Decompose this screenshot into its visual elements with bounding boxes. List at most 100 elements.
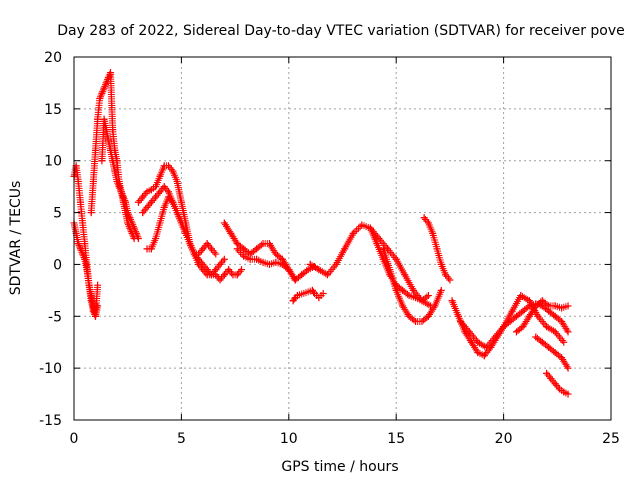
data-point	[412, 294, 420, 302]
data-point	[107, 146, 115, 154]
data-point	[564, 328, 572, 336]
data-point	[107, 69, 115, 77]
interp-marker	[79, 252, 87, 260]
data-point	[190, 250, 198, 258]
data-point	[285, 266, 293, 274]
data-point	[564, 364, 572, 372]
interp-marker	[257, 241, 265, 249]
data-point	[465, 328, 473, 336]
x-axis-label: GPS time / hours	[281, 459, 398, 475]
interp-marker	[322, 270, 330, 278]
data-point	[152, 193, 160, 201]
data-point	[375, 235, 383, 242]
data-point	[424, 292, 432, 300]
data-point	[233, 245, 241, 253]
data-point	[291, 276, 299, 284]
interp-marker	[353, 226, 361, 234]
data-point	[156, 219, 164, 227]
series-track-q	[512, 297, 572, 336]
data-point	[551, 302, 559, 310]
interp-marker	[325, 269, 333, 277]
data-point	[76, 198, 84, 206]
data-point	[134, 198, 142, 206]
data-point	[543, 323, 551, 331]
data-point	[246, 255, 254, 263]
data-point	[173, 177, 181, 185]
interp-marker	[328, 266, 336, 274]
data-point	[532, 302, 540, 310]
plot-frame	[73, 56, 612, 421]
series-track-m	[379, 245, 445, 325]
interp-marker	[129, 233, 137, 241]
data-point	[519, 307, 527, 315]
data-point	[412, 317, 420, 325]
data-point	[491, 333, 499, 341]
data-point	[272, 258, 280, 266]
interp-marker	[114, 179, 122, 187]
interp-marker	[303, 267, 311, 275]
y-tick-label: 5	[53, 206, 62, 222]
y-tick-label: 0	[53, 257, 62, 273]
data-point	[519, 323, 527, 331]
interp-marker	[101, 82, 109, 90]
data-point	[122, 209, 130, 217]
series-track-r	[532, 333, 572, 372]
data-point	[165, 193, 173, 201]
data-point	[253, 245, 261, 253]
y-tick-label: -15	[39, 413, 62, 429]
interp-marker	[351, 228, 359, 236]
data-point	[113, 177, 121, 185]
data-point	[94, 115, 102, 123]
interp-marker	[129, 231, 137, 239]
data-point	[124, 219, 132, 227]
data-point	[160, 183, 168, 191]
data-point	[401, 271, 409, 279]
interp-marker	[125, 222, 133, 230]
series-track-b	[70, 219, 102, 320]
interp-marker	[236, 249, 244, 257]
grid-lines	[74, 57, 611, 420]
data-point	[238, 266, 246, 274]
data-point	[424, 219, 432, 227]
interp-marker	[563, 326, 571, 334]
data-point	[85, 281, 93, 289]
data-point	[165, 162, 173, 170]
data-point	[81, 240, 89, 248]
data-point	[332, 260, 340, 268]
data-point	[147, 186, 155, 194]
data-point	[212, 250, 220, 258]
data-point	[91, 312, 99, 320]
data-point	[94, 281, 102, 289]
data-point	[91, 146, 99, 154]
interp-marker	[290, 274, 298, 282]
interp-marker	[423, 293, 431, 301]
data-point	[560, 338, 568, 346]
x-tick-label: 5	[177, 431, 186, 447]
data-point	[480, 352, 488, 360]
interp-marker	[80, 254, 88, 262]
data-point	[169, 167, 177, 175]
data-point	[474, 338, 482, 346]
data-point	[399, 286, 407, 294]
data-point	[139, 209, 147, 217]
data-point	[100, 84, 108, 92]
interp-marker	[391, 254, 399, 262]
data-point	[379, 245, 387, 253]
data-point	[538, 297, 546, 305]
data-point	[341, 245, 349, 253]
data-point	[319, 289, 327, 297]
y-tick-label: -5	[48, 309, 62, 325]
data-point	[366, 224, 374, 232]
interp-marker	[464, 326, 472, 334]
axis-ticks: 0 5 10 15 20 25 -15 -10 -5 0 5 10 15 20	[39, 50, 620, 447]
data-point	[558, 354, 566, 362]
data-point	[240, 245, 248, 253]
data-point	[186, 240, 194, 248]
interp-marker	[388, 250, 396, 258]
interp-marker	[99, 88, 107, 96]
data-point	[418, 317, 426, 325]
interp-marker	[543, 301, 551, 309]
data-point	[220, 219, 228, 227]
series-track-s	[543, 369, 572, 398]
